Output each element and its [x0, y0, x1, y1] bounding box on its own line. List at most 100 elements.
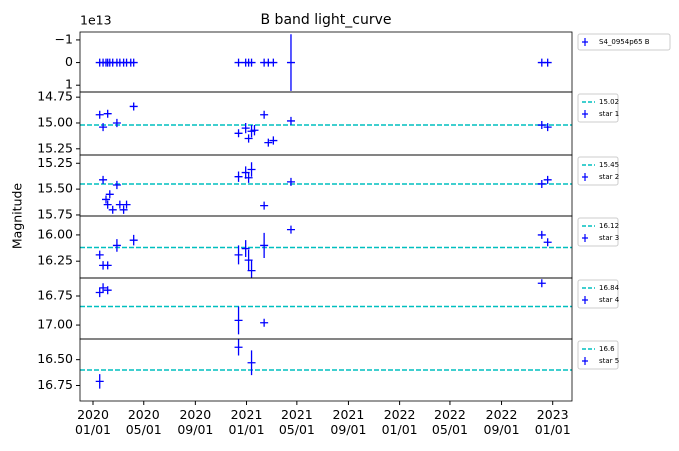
panel-frame [79, 338, 573, 402]
legend-label: star 5 [599, 357, 619, 365]
x-tick-label: 2020 01/01 [74, 407, 112, 437]
y-tick-label: 0 [65, 54, 73, 69]
error-point [241, 122, 250, 134]
error-point [119, 205, 128, 214]
x-tick-label: 2021 09/01 [330, 407, 367, 437]
y-tick-label: 16.75 [37, 288, 73, 303]
legend-box [577, 93, 619, 123]
legend-label: 16.84 [599, 284, 620, 292]
error-point [102, 195, 111, 204]
error-point [234, 58, 243, 67]
y-tick-label: 15.25 [37, 140, 73, 155]
x-tick-label: 2022 09/01 [483, 407, 520, 437]
error-point [260, 201, 269, 210]
error-point [260, 110, 269, 119]
error-point [95, 287, 104, 298]
y-tick-label: 15.50 [37, 181, 73, 196]
error-point [99, 283, 108, 293]
plot-area [80, 279, 572, 335]
plot-area [95, 34, 552, 91]
legend-label: star 1 [599, 110, 619, 118]
panel-frame [79, 154, 573, 217]
error-point [129, 102, 138, 111]
plot-area [80, 162, 572, 214]
chart-title: B band light_curve [261, 12, 392, 28]
legend-label: 16.12 [599, 222, 619, 230]
error-point [103, 261, 112, 270]
y-tick-label: 1 [65, 77, 73, 92]
y-tick-label: 17.00 [37, 317, 73, 332]
plot-area [80, 339, 572, 389]
error-point [241, 240, 250, 257]
legend-marker [582, 38, 588, 46]
offset-label: 1e13 [80, 13, 112, 28]
error-point [103, 200, 112, 209]
error-point [543, 238, 552, 247]
legend-label: star 4 [599, 296, 620, 304]
error-point [244, 172, 253, 183]
error-point [543, 58, 552, 67]
error-point [103, 286, 112, 295]
error-point [537, 230, 546, 239]
legend-box [577, 340, 619, 370]
y-tick-label: 16.75 [37, 377, 73, 392]
error-point [247, 350, 256, 376]
y-tick-label: 16.00 [37, 226, 73, 241]
legend-box [577, 156, 619, 186]
y-tick-label: 15.75 [37, 206, 73, 221]
error-point [269, 58, 278, 67]
error-point [115, 200, 124, 209]
error-point [286, 116, 295, 125]
legend-label: star 3 [599, 234, 619, 242]
y-tick-label: 15.25 [37, 155, 73, 170]
legend-label: 16.6 [599, 345, 615, 353]
error-point [99, 123, 108, 132]
error-point [122, 200, 131, 209]
error-point [234, 171, 243, 182]
legend-marker [582, 296, 588, 304]
error-point [543, 175, 552, 184]
y-tick-label: 16.25 [37, 253, 73, 268]
y-tick-label: 16.50 [37, 351, 73, 366]
error-point [260, 318, 269, 327]
error-point [112, 180, 121, 190]
error-point [244, 134, 253, 143]
error-point [264, 138, 273, 147]
legend-label: star 2 [599, 173, 619, 181]
legend-label: 15.45 [599, 161, 619, 169]
error-point [234, 306, 243, 335]
error-point [95, 374, 104, 389]
x-tick-label: 2023 01/01 [534, 407, 571, 437]
error-point [103, 109, 112, 118]
x-tick-label: 2020 09/01 [177, 407, 214, 437]
y-tick-label: −1 [55, 31, 73, 46]
y-tick-label: 14.75 [37, 89, 73, 104]
x-tick-label: 2021 05/01 [278, 407, 315, 437]
error-point [108, 205, 117, 214]
error-point [112, 239, 121, 252]
error-point [241, 166, 250, 179]
error-point [286, 177, 295, 186]
error-point [250, 125, 259, 136]
panel-frame [79, 277, 573, 340]
y-axis-label: Magnitude [10, 183, 25, 250]
error-point [129, 58, 138, 67]
legend-box [577, 33, 671, 51]
error-point [112, 118, 121, 128]
error-point [286, 34, 295, 91]
legend-marker [582, 234, 588, 242]
legend-box [577, 279, 619, 309]
error-point [234, 245, 243, 265]
error-point [537, 279, 546, 288]
legend-marker [582, 357, 588, 365]
x-tick-label: 2022 05/01 [431, 407, 468, 437]
panel-frame [79, 31, 573, 93]
error-point [99, 175, 108, 184]
error-point [269, 136, 278, 145]
plot-area [80, 102, 572, 147]
legend-box [577, 217, 619, 247]
plot-area [80, 225, 572, 278]
error-point [286, 225, 295, 234]
